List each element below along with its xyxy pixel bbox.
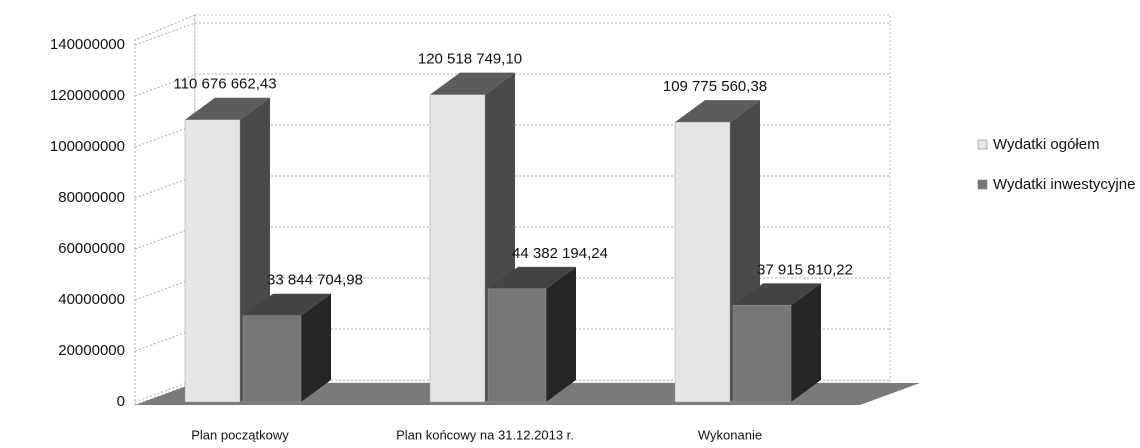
grid-line bbox=[134, 277, 890, 301]
bar bbox=[242, 315, 302, 403]
grid-line bbox=[134, 379, 890, 403]
bar-side bbox=[791, 283, 821, 402]
value-label: 110 676 662,43 bbox=[173, 76, 276, 93]
legend-swatch bbox=[977, 139, 988, 150]
y-tick-label: 140000000 bbox=[50, 36, 125, 53]
y-tick-label: 100000000 bbox=[50, 138, 125, 155]
x-tick-label: Plan początkowy bbox=[191, 427, 289, 442]
bar bbox=[732, 305, 792, 403]
bar-top bbox=[675, 100, 760, 123]
grid-line bbox=[134, 175, 890, 199]
grid-line bbox=[134, 73, 890, 97]
grid-line bbox=[134, 226, 890, 250]
grid-line bbox=[134, 22, 890, 46]
value-label: 37 915 810,22 bbox=[757, 261, 853, 278]
grid-line bbox=[134, 328, 890, 352]
bar bbox=[487, 288, 547, 403]
legend-label: Wydatki inwestycyjne bbox=[993, 176, 1135, 193]
value-label: 44 382 194,24 bbox=[512, 245, 608, 262]
bar-top bbox=[488, 266, 576, 289]
bar-side bbox=[301, 293, 331, 402]
grid-line bbox=[134, 124, 890, 148]
bar-top bbox=[243, 293, 331, 316]
bar-top bbox=[430, 72, 515, 95]
y-tick-label: 120000000 bbox=[50, 87, 125, 104]
x-tick-label: Wykonanie bbox=[698, 427, 762, 442]
value-label: 109 775 560,38 bbox=[663, 78, 767, 95]
bar bbox=[429, 94, 486, 403]
bar-side bbox=[546, 266, 576, 402]
value-label: 120 518 749,10 bbox=[418, 51, 522, 68]
legend-label: Wydatki ogółem bbox=[993, 136, 1100, 153]
value-label: 33 844 704,98 bbox=[267, 272, 363, 289]
y-tick-label: 60000000 bbox=[58, 240, 125, 257]
y-tick-label: 80000000 bbox=[58, 189, 125, 206]
bar-top bbox=[733, 283, 821, 306]
x-tick-label: Plan końcowy na 31.12.2013 r. bbox=[396, 427, 574, 442]
bar-top bbox=[185, 97, 270, 120]
y-tick-label: 20000000 bbox=[58, 342, 125, 359]
bar bbox=[674, 121, 731, 403]
bar bbox=[184, 119, 241, 403]
legend-swatch bbox=[977, 179, 988, 190]
y-tick-label: 40000000 bbox=[58, 291, 125, 308]
y-tick-label: 0 bbox=[117, 393, 125, 410]
